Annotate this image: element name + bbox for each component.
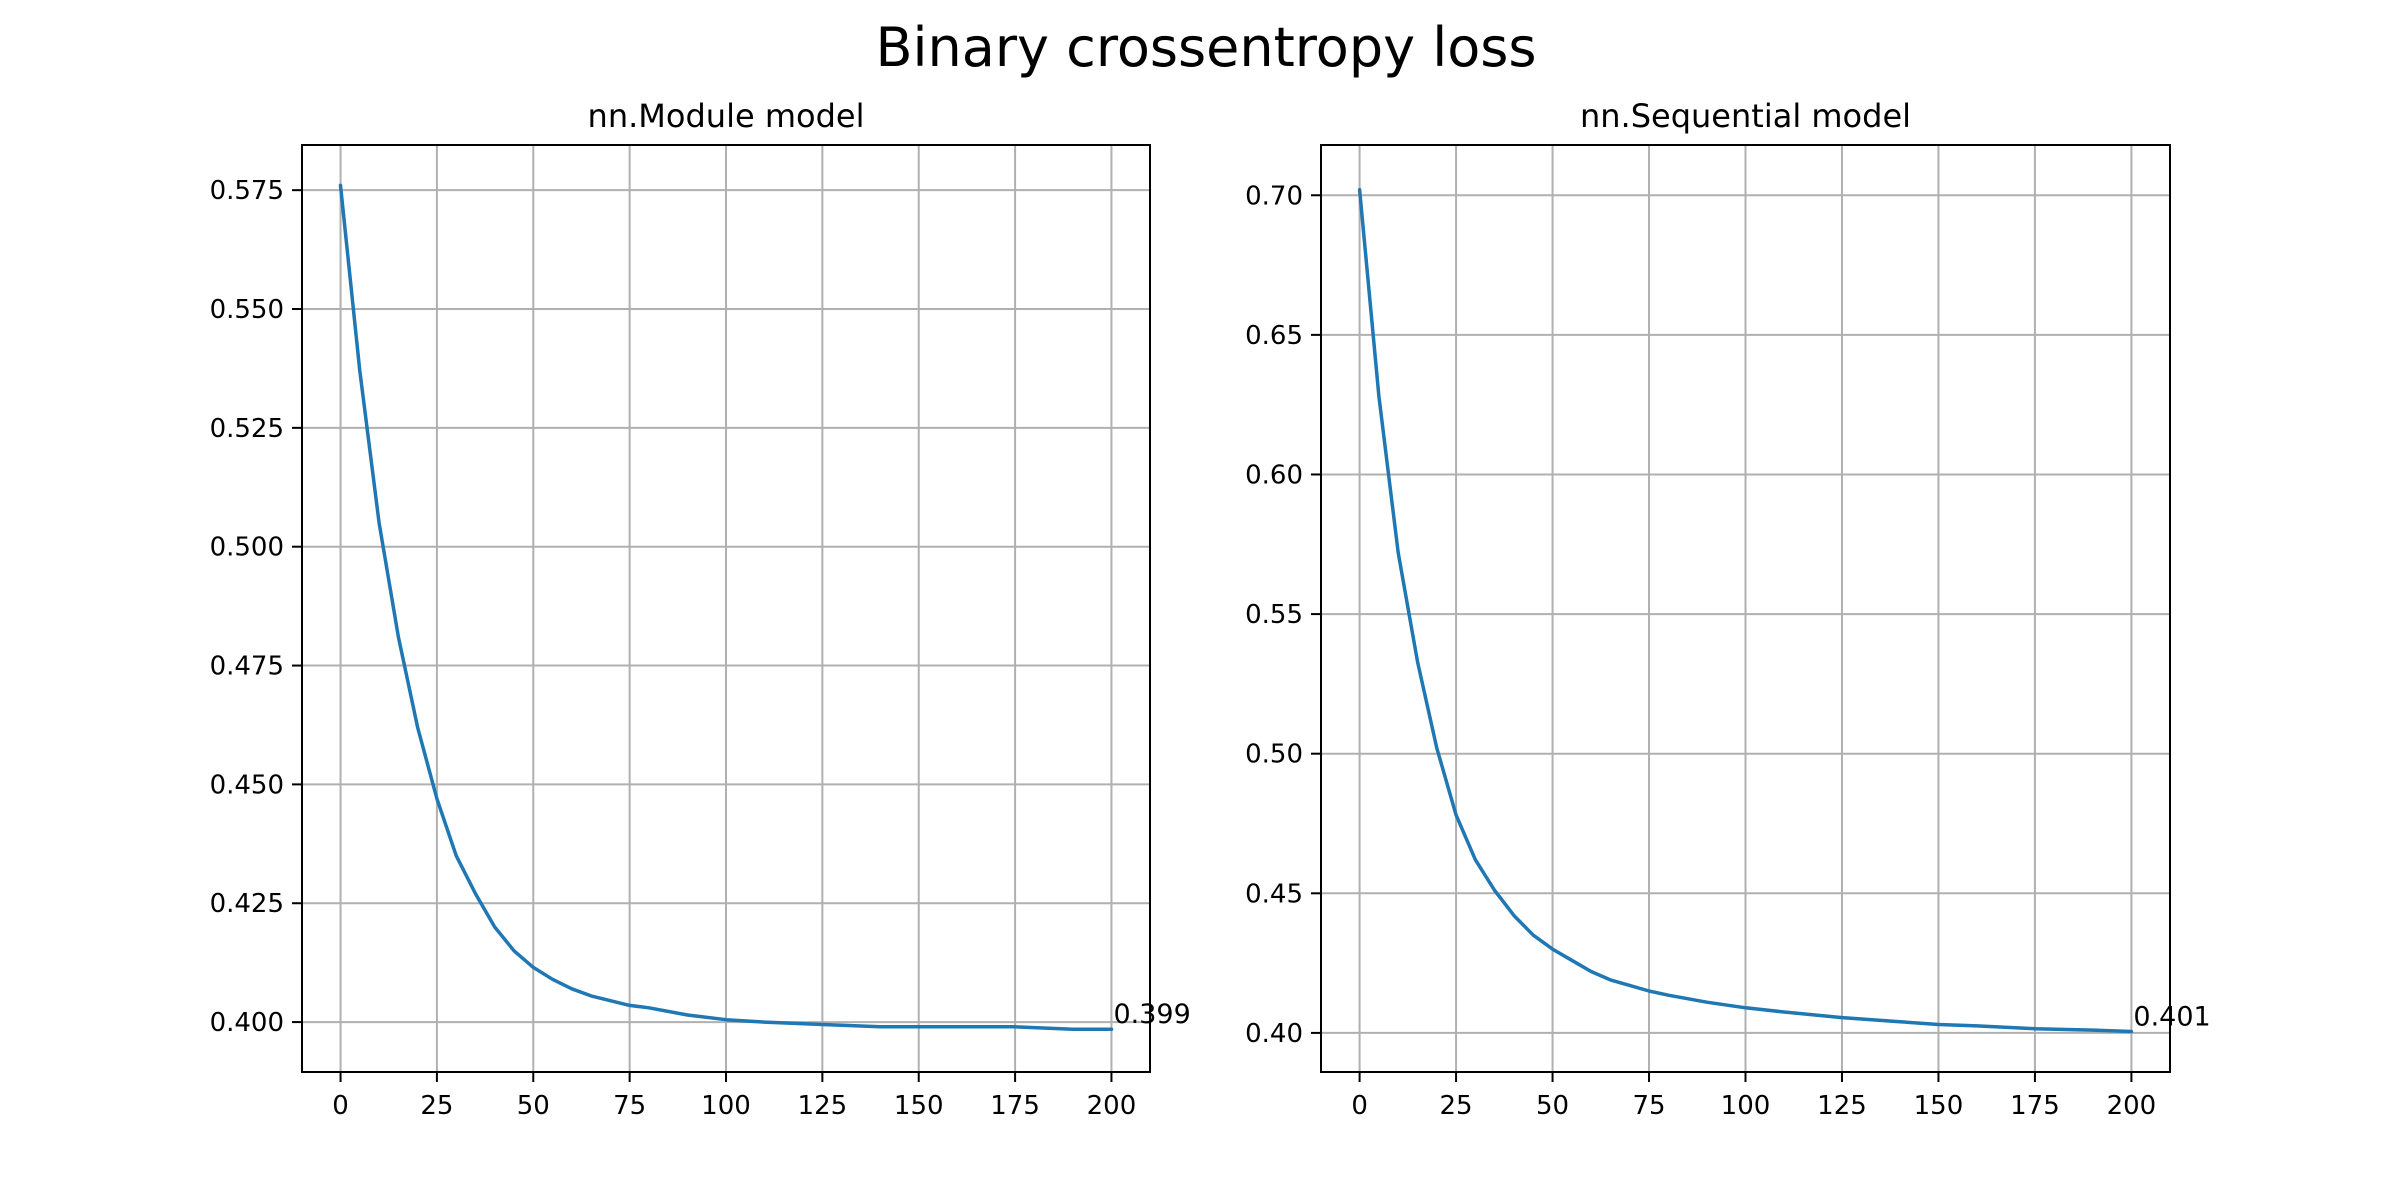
y-tick-label: 0.500 xyxy=(210,533,284,563)
y-tick-label: 0.475 xyxy=(210,652,284,682)
x-tick-label: 100 xyxy=(1721,1091,1771,1121)
y-tick-label: 0.40 xyxy=(1245,1019,1303,1049)
final-loss-annotation: 0.399 xyxy=(1113,999,1190,1030)
y-tick-label: 0.525 xyxy=(210,414,284,444)
y-tick-label: 0.425 xyxy=(210,889,284,919)
y-tick-label: 0.575 xyxy=(210,176,284,206)
final-loss-annotation: 0.401 xyxy=(2133,1002,2210,1033)
figure-title: Binary crossentropy loss xyxy=(875,16,1536,79)
panel-nn-module: 0 25 50 75 100 125 150 175 200 0.400 0.425 0.450 0.4… xyxy=(210,97,1191,1121)
x-tick-label: 175 xyxy=(990,1091,1040,1121)
x-tick-label: 100 xyxy=(701,1091,751,1121)
loss-series-line xyxy=(1357,187,2134,1034)
y-tick-label: 0.70 xyxy=(1245,181,1303,211)
x-tick-label: 50 xyxy=(1536,1091,1569,1121)
x-tick-label: 0 xyxy=(1351,1091,1368,1121)
panel-nn-sequential: 0 25 50 75 100 125 150 175 200 0.40 0.45 0.50 0.55 0.… xyxy=(1245,97,2211,1121)
x-tick-label: 125 xyxy=(1817,1091,1867,1121)
x-tick-label: 150 xyxy=(1914,1091,1964,1121)
y-tick-label: 0.400 xyxy=(210,1008,284,1038)
x-tick-label: 175 xyxy=(2010,1091,2060,1121)
loss-series-line xyxy=(338,183,1114,1031)
x-tick-label: 150 xyxy=(894,1091,944,1121)
x-tick-label: 25 xyxy=(420,1091,453,1121)
y-tick-label: 0.450 xyxy=(210,770,284,800)
x-tick-label: 75 xyxy=(613,1091,646,1121)
x-tick-label: 50 xyxy=(517,1091,550,1121)
axes-title: nn.Sequential model xyxy=(1580,97,1911,135)
x-tick-label: 125 xyxy=(798,1091,848,1121)
x-tick-label: 25 xyxy=(1440,1091,1473,1121)
axes-title: nn.Module model xyxy=(588,97,865,135)
y-tick-label: 0.65 xyxy=(1245,321,1303,351)
x-tick-label: 0 xyxy=(332,1091,349,1121)
x-tick-label: 200 xyxy=(2107,1091,2157,1121)
y-tick-label: 0.60 xyxy=(1245,460,1303,490)
x-tick-label: 75 xyxy=(1632,1091,1665,1121)
x-tick-label: 200 xyxy=(1087,1091,1137,1121)
y-tick-label: 0.45 xyxy=(1245,879,1303,909)
y-tick-label: 0.550 xyxy=(210,295,284,325)
y-tick-label: 0.50 xyxy=(1245,740,1303,770)
y-tick-label: 0.55 xyxy=(1245,600,1303,630)
